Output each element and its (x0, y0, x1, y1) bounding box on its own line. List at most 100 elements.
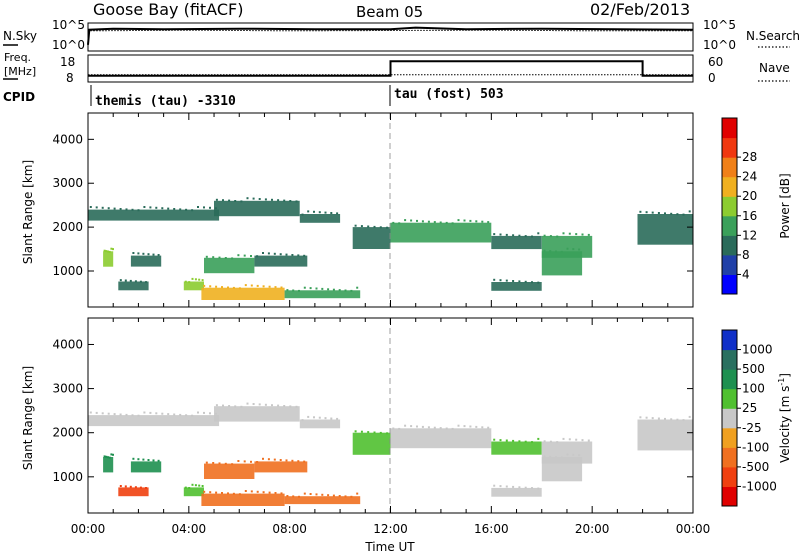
power-speckle (327, 288, 330, 291)
colorbar-cell (722, 274, 737, 295)
velocity-speckle (350, 495, 353, 498)
power-speckle (505, 279, 508, 282)
velocity-speckle (518, 440, 521, 443)
velocity-speckle (201, 485, 204, 487)
velocity-speckle (416, 425, 418, 428)
velocity-x-ticks (87, 318, 694, 513)
colorbar-tick-label: -1000 (742, 479, 777, 493)
y-tick-label: 1000 (52, 470, 83, 484)
power-speckle (215, 198, 218, 201)
power-band (204, 257, 255, 274)
power-speckle (145, 281, 147, 284)
velocity-speckle (167, 413, 170, 416)
velocity-speckle (173, 413, 176, 416)
velocity-speckle (398, 427, 401, 430)
velocity-speckle (279, 459, 282, 461)
power-speckle (101, 206, 104, 209)
power-speckle (131, 208, 134, 211)
power-speckle (283, 199, 286, 202)
power-colorbar-cells (722, 118, 737, 295)
velocity-speckle (303, 460, 306, 463)
power-speckle (427, 220, 430, 223)
power-speckle (222, 199, 224, 202)
velocity-speckle (344, 495, 347, 498)
power-speckle (107, 250, 109, 253)
power-speckle (161, 207, 164, 210)
power-speckle (292, 289, 295, 292)
power-band (183, 281, 204, 291)
velocity-speckle (537, 487, 540, 490)
power-speckle (421, 220, 424, 223)
colorbar-tick-label: 12 (742, 228, 757, 242)
velocity-speckle (318, 416, 321, 419)
velocity-speckle (518, 486, 521, 489)
velocity-speckle (110, 453, 113, 456)
colorbar-cell (722, 137, 737, 158)
power-y-axis: 1000 2000 3000 4000 (52, 132, 693, 278)
velocity-speckle (129, 485, 132, 488)
power-speckle (682, 213, 685, 216)
velocity-speckle (487, 426, 490, 429)
colorbar-cell (722, 349, 737, 370)
colorbar-cell (722, 157, 737, 178)
cpid-segment-2: tau (fost) 503 (394, 87, 504, 102)
velocity-speckle (392, 427, 395, 430)
power-speckle (227, 286, 229, 289)
velocity-speckle (256, 461, 259, 463)
power-speckle (152, 253, 155, 256)
velocity-speckle (119, 413, 122, 416)
velocity-panel: 1000 2000 3000 4000 Slant Range [km] (21, 317, 694, 514)
power-speckle (645, 211, 648, 214)
time-tick-label: 04:00 (172, 522, 207, 536)
power-speckle (238, 287, 241, 290)
velocity-speckle (152, 459, 155, 462)
velocity-speckle (289, 405, 292, 408)
velocity-speckle (231, 463, 234, 466)
power-colorbar-label: Power [dB] (778, 173, 792, 238)
nave-right-tick-top: 60 (708, 55, 723, 69)
noise-left-tick-bottom: 10^0 (52, 38, 85, 52)
power-speckle (512, 234, 515, 237)
velocity-band (201, 493, 285, 506)
velocity-speckle (499, 439, 502, 442)
power-speckle (256, 255, 259, 258)
power-speckle (132, 252, 135, 254)
power-speckle (228, 199, 231, 202)
velocity-speckle (108, 456, 111, 459)
velocity-speckle (194, 484, 197, 487)
colorbar-tick-label: 4 (742, 267, 750, 281)
velocity-speckle (324, 417, 327, 420)
time-tick-label: 00:00 (71, 522, 106, 536)
velocity-speckle (688, 415, 691, 418)
velocity-speckle (457, 424, 460, 427)
velocity-speckle (367, 431, 370, 434)
velocity-speckle (198, 484, 201, 487)
velocity-speckle (581, 439, 584, 442)
power-speckle (191, 209, 194, 212)
power-speckle (499, 233, 502, 236)
velocity-colorbar-frame (721, 329, 738, 507)
colorbar-cell (722, 408, 737, 429)
velocity-colorbar: -1000 -500 -100 -25 25 100 500 1000 Velocity [m… (721, 329, 792, 507)
power-speckle (112, 248, 114, 251)
power-speckle (221, 286, 223, 289)
velocity-colorbar-label-sup: -1 (777, 378, 786, 386)
velocity-speckle (410, 425, 413, 428)
velocity-speckle (297, 460, 300, 463)
velocity-speckle (562, 437, 565, 440)
power-speckle (129, 279, 132, 282)
power-speckle (410, 219, 413, 222)
colorbar-tick-label: 500 (742, 362, 765, 376)
velocity-speckle (481, 426, 484, 429)
colorbar-cell (722, 427, 737, 448)
power-band (541, 251, 583, 276)
time-tick-label: 00:00 (676, 522, 711, 536)
time-axis-labels: 00:00 04:00 08:00 12:00 16:00 20:00 00:00 (71, 522, 711, 536)
power-y-axis-label: Slant Range [km] (21, 160, 35, 264)
power-speckle (469, 219, 472, 222)
velocity-speckle (549, 440, 552, 443)
velocity-speckle (451, 427, 454, 430)
power-speckle (360, 225, 363, 228)
velocity-band (352, 432, 391, 455)
velocity-speckle (493, 484, 496, 487)
